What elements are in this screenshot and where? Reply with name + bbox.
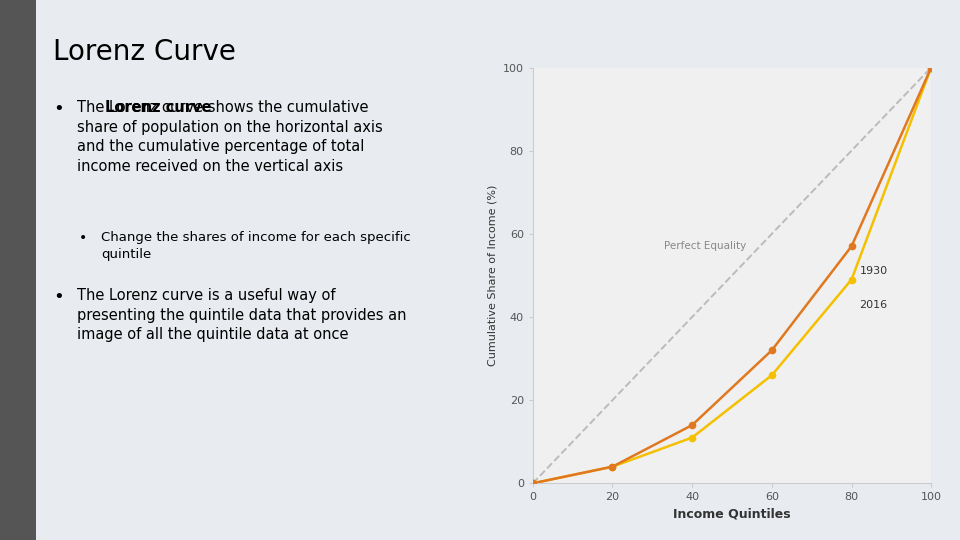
X-axis label: Income Quintiles: Income Quintiles [673,508,791,521]
Text: 1930: 1930 [859,266,888,276]
Text: 2016: 2016 [859,300,888,309]
Text: The Lorenz curve shows the cumulative
share of population on the horizontal axis: The Lorenz curve shows the cumulative sh… [77,100,382,174]
Text: Lorenz Curve: Lorenz Curve [53,38,235,66]
Text: Lorenz curve: Lorenz curve [106,100,211,115]
Text: The Lorenz curve is a useful way of
presenting the quintile data that provides a: The Lorenz curve is a useful way of pres… [77,288,406,342]
Text: Perfect Equality: Perfect Equality [664,241,747,251]
Text: •: • [53,288,63,306]
Y-axis label: Cumulative Share of Income (%): Cumulative Share of Income (%) [488,185,497,366]
Text: Change the shares of income for each specific
quintile: Change the shares of income for each spe… [101,232,411,261]
Text: •: • [79,232,87,246]
Text: •: • [53,100,63,118]
